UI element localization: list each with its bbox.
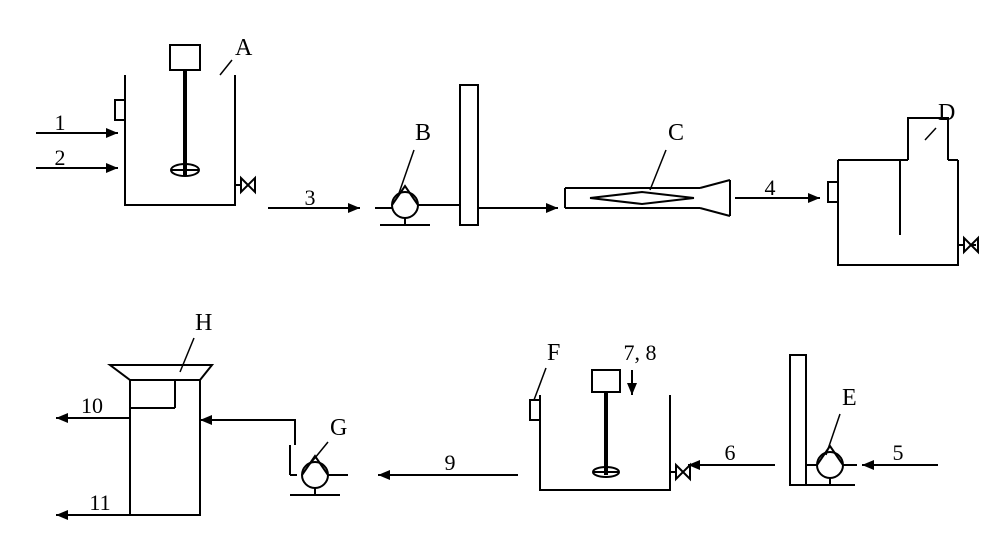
num-n11: 11 <box>89 490 110 515</box>
leader-C <box>650 150 666 190</box>
leader-A <box>220 60 232 75</box>
label-F: F <box>547 340 560 366</box>
num-n10: 10 <box>81 393 103 418</box>
label-B: B <box>415 120 431 146</box>
num-n1: 1 <box>55 110 66 135</box>
riser-E <box>790 355 806 485</box>
label-E: E <box>842 385 857 411</box>
num-n7_8: 7, 8 <box>624 340 657 365</box>
pump-G <box>302 462 328 488</box>
tank-D <box>838 160 958 265</box>
num-n6: 6 <box>725 440 736 465</box>
tank-A-inlet <box>115 100 125 120</box>
num-n5: 5 <box>893 440 904 465</box>
label-H: H <box>195 310 212 336</box>
num-n4: 4 <box>765 175 776 200</box>
label-A: A <box>235 35 253 61</box>
label-C: C <box>668 120 684 146</box>
label-G: G <box>330 415 347 441</box>
leader-H <box>180 338 194 372</box>
ejector-C <box>590 192 694 198</box>
pump-B <box>392 192 418 218</box>
num-n9: 9 <box>445 450 456 475</box>
riser-B <box>460 85 478 225</box>
leader-D <box>925 128 936 140</box>
pump-E <box>817 452 843 478</box>
arrow-aG_up <box>200 420 295 445</box>
num-n2: 2 <box>55 145 66 170</box>
stirrer-A-motor <box>170 45 200 70</box>
num-n3: 3 <box>305 185 316 210</box>
label-D: D <box>938 100 955 126</box>
unit-H <box>130 380 200 515</box>
tank-A <box>125 75 235 205</box>
